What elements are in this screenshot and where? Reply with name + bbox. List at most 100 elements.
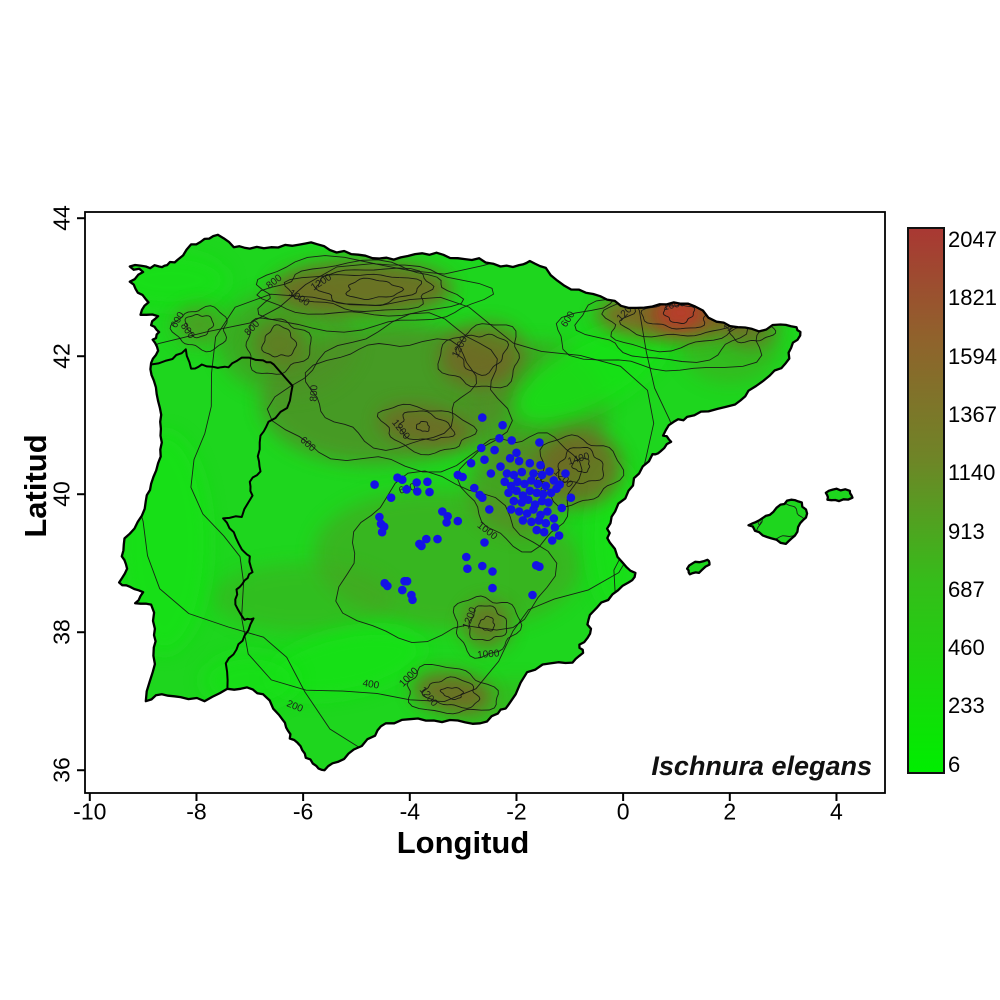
occurrence-point [557,503,567,513]
x-axis-title: Longitud [396,825,530,860]
occurrence-point [470,483,479,493]
colorbar-label: 1140 [948,460,996,486]
occurrence-point [370,480,379,489]
occurrence-point [537,496,547,506]
occurrence-point [547,536,557,545]
occurrence-point [480,455,489,465]
occurrence-point [402,576,412,586]
occurrence-points [370,413,576,605]
occurrence-point [466,458,476,468]
x-tick-label: -2 [506,798,527,825]
y-tick-label: 42 [48,343,75,369]
x-tick-label: -6 [292,798,314,825]
occurrence-point [408,595,417,605]
x-tick-label: 2 [723,798,737,825]
occurrence-point [422,534,431,544]
contour-label: 800 [309,384,321,402]
occurrence-point [412,478,422,487]
occurrence-point [398,475,407,485]
coastline [117,233,854,772]
occurrence-point [514,507,524,516]
occurrence-point [529,505,538,514]
occurrence-point [513,477,522,487]
y-tick-label: 36 [48,757,75,784]
contour-label: 400 [362,678,381,692]
occurrence-point [495,434,504,443]
occurrence-point [512,486,521,496]
occurrence-point [545,467,554,476]
occurrence-point [525,486,535,496]
occurrence-point [463,564,472,573]
occurrence-point [532,488,541,498]
occurrence-point [506,505,516,514]
occurrence-point [500,477,510,487]
occurrence-point [529,469,538,478]
occurrence-point [509,470,519,480]
occurrence-point [458,472,467,482]
colorbar-gradient [907,227,945,774]
occurrence-point [541,481,551,491]
occurrence-point [537,470,547,480]
species-annotation: Ischnura elegans [651,751,872,781]
occurrence-point [488,567,497,576]
occurrence-point [462,552,471,562]
occurrence-point [433,534,442,544]
occurrence-point [425,487,434,497]
occurrence-point [386,493,396,503]
occurrence-point [533,479,543,489]
colorbar-label: 687 [948,576,985,602]
occurrence-point [528,590,537,600]
x-tick-label: 0 [616,798,630,825]
occurrence-point [402,485,411,494]
occurrence-point [522,509,532,518]
occurrence-point [477,443,486,453]
occurrence-point [543,507,552,516]
occurrence-point [398,585,407,595]
colorbar-label: 913 [948,518,985,544]
occurrence-point [504,488,513,498]
plot-frame [84,211,886,794]
occurrence-point [413,487,422,496]
occurrence-point [496,462,505,471]
contour-label: 1000 [719,298,744,320]
colorbar-label: 1594 [948,343,997,369]
portugal-spain-border [150,348,294,689]
occurrence-point [423,477,432,487]
occurrence-point [488,583,497,593]
colorbar-label: 6 [948,751,961,777]
occurrence-point [415,539,424,549]
occurrence-point [486,469,496,478]
colorbar-label: 1821 [948,285,997,311]
x-tick-label: -8 [186,798,207,825]
x-tick-label: 4 [830,798,843,825]
occurrence-point [561,469,570,478]
occurrence-point [536,460,545,470]
occurrence-point [554,531,564,540]
occurrence-point [534,516,544,525]
occurrence-point [498,420,507,430]
occurrence-point [505,454,515,463]
occurrence-point [512,448,521,458]
occurrence-point [507,436,516,445]
occurrence-point [478,561,487,571]
occurrence-point [518,516,528,525]
occurrence-point [550,523,560,532]
occurrence-point [532,525,541,535]
occurrence-point [566,493,576,503]
occurrence-point [544,498,553,507]
occurrence-point [541,518,551,528]
occurrence-point [539,527,549,537]
occurrence-point [514,456,524,466]
occurrence-point [535,438,544,447]
occurrence-point [478,413,487,422]
colorbar-label: 460 [948,635,985,661]
contour-label: 800 [728,298,748,316]
colorbar-label: 2047 [948,227,997,252]
contour-label: 1000 [477,648,501,661]
occurrence-point [517,467,527,477]
y-tick-label: 38 [48,619,75,646]
occurrence-point [480,538,489,547]
occurrence-point [375,512,384,522]
